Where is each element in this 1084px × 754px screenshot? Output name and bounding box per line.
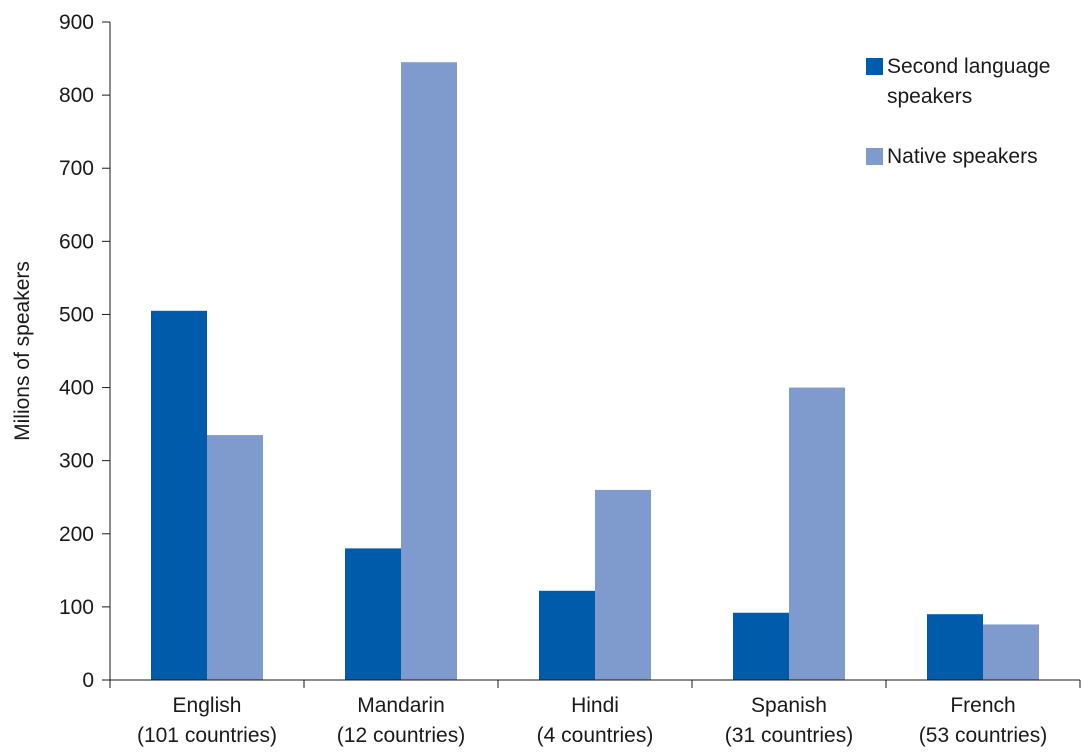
legend-swatch-native <box>866 148 883 165</box>
bar-second-language-4 <box>927 614 983 680</box>
bar-native-1 <box>401 62 457 680</box>
x-tick-label: (31 countries) <box>725 724 853 747</box>
legend-label: Second language <box>887 55 1050 78</box>
y-tick-label: 100 <box>59 596 94 619</box>
bar-native-0 <box>207 435 263 680</box>
legend: Second language speakers Native speakers <box>866 55 1050 168</box>
legend-label: speakers <box>887 85 972 108</box>
bar-native-3 <box>789 387 845 680</box>
y-axis-ticks: 0 100 200 300 400 500 600 700 800 900 <box>59 11 110 692</box>
bar-second-language-3 <box>733 612 789 680</box>
x-tick-label: Mandarin <box>357 694 445 717</box>
y-tick-label: 600 <box>59 230 94 253</box>
bar-second-language-2 <box>539 590 595 680</box>
legend-swatch-second-language <box>866 58 883 75</box>
x-tick-label: Spanish <box>751 694 827 717</box>
x-tick-label: Hindi <box>571 694 619 717</box>
axes-group <box>109 22 1080 681</box>
x-tick-label: French <box>950 694 1015 717</box>
legend-label: Native speakers <box>887 145 1038 168</box>
x-tick-label: (53 countries) <box>919 724 1047 747</box>
bar-second-language-0 <box>151 310 207 680</box>
y-tick-label: 200 <box>59 523 94 546</box>
x-tick-label: (101 countries) <box>137 724 277 747</box>
x-tick-label: English <box>173 694 242 717</box>
y-tick-label: 400 <box>59 377 94 400</box>
x-axis-ticks: English (101 countries) Mandarin (12 countr… <box>109 680 1081 747</box>
y-axis-title: Milions of speakers <box>11 261 34 441</box>
bars-group <box>151 62 1039 680</box>
bar-second-language-1 <box>345 548 401 680</box>
y-tick-label: 800 <box>59 84 94 107</box>
x-tick-label: (12 countries) <box>337 724 465 747</box>
y-tick-label: 300 <box>59 450 94 473</box>
y-tick-label: 0 <box>82 669 94 692</box>
y-tick-label: 900 <box>59 11 94 34</box>
y-tick-label: 500 <box>59 303 94 326</box>
bar-native-4 <box>983 624 1039 680</box>
y-tick-label: 700 <box>59 157 94 180</box>
x-tick-label: (4 countries) <box>537 724 654 747</box>
bar-native-2 <box>595 489 651 680</box>
